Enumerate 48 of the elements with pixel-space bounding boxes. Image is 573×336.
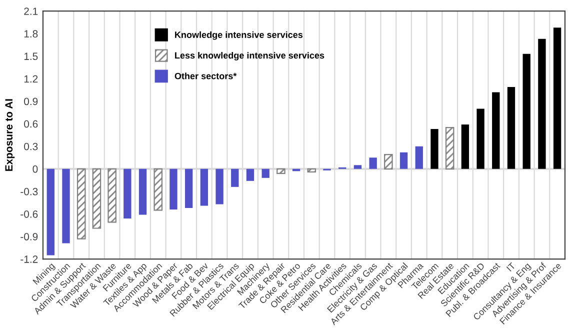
bar (307, 168, 316, 172)
y-tick-label: -0.6 (20, 210, 38, 218)
bar (538, 38, 546, 169)
y-tick-label: 1.2 (24, 75, 38, 82)
y-tick-label: 2.1 (24, 8, 38, 15)
y-tick-label: -1.2 (20, 256, 38, 263)
bar (400, 152, 408, 169)
y-axis-title: Exposure to AI (5, 99, 15, 171)
bar (476, 108, 484, 169)
bar (276, 168, 286, 174)
bar (216, 168, 224, 204)
bar (492, 92, 500, 169)
y-tick-label: 1.5 (24, 52, 38, 60)
bar (124, 168, 132, 218)
bar (170, 168, 178, 210)
legend-label: Other sectors* (174, 72, 237, 80)
bar (138, 168, 147, 215)
y-tick-label: 1.8 (24, 30, 38, 38)
bar (231, 168, 239, 187)
bar (507, 86, 516, 169)
bar (46, 168, 54, 256)
y-tick-label: -0.9 (20, 233, 38, 240)
legend-label: Knowledge intensive services (175, 31, 303, 40)
bar (154, 168, 163, 211)
y-tick-label: 0 (32, 165, 38, 173)
bar (76, 168, 86, 240)
y-tick-label: 0.3 (24, 142, 38, 150)
bar (200, 168, 208, 206)
legend-label: Less knowledge intensive services (175, 52, 324, 60)
bar (384, 154, 393, 170)
bar (354, 165, 362, 169)
x-tick-label: IT (506, 262, 516, 272)
bar (415, 146, 423, 169)
bar (445, 127, 454, 170)
bar (92, 168, 102, 229)
bar (62, 168, 70, 244)
bar (369, 158, 377, 169)
bar (553, 28, 562, 169)
bar (430, 129, 438, 169)
y-tick-label: -0.3 (20, 188, 38, 196)
y-tick-label: 0.9 (24, 98, 38, 106)
bar (108, 168, 116, 223)
bar (184, 168, 193, 208)
bar (461, 124, 470, 169)
bar (262, 168, 270, 178)
y-tick-label: 0.6 (24, 120, 38, 128)
bar (522, 54, 530, 169)
bar (246, 168, 254, 181)
